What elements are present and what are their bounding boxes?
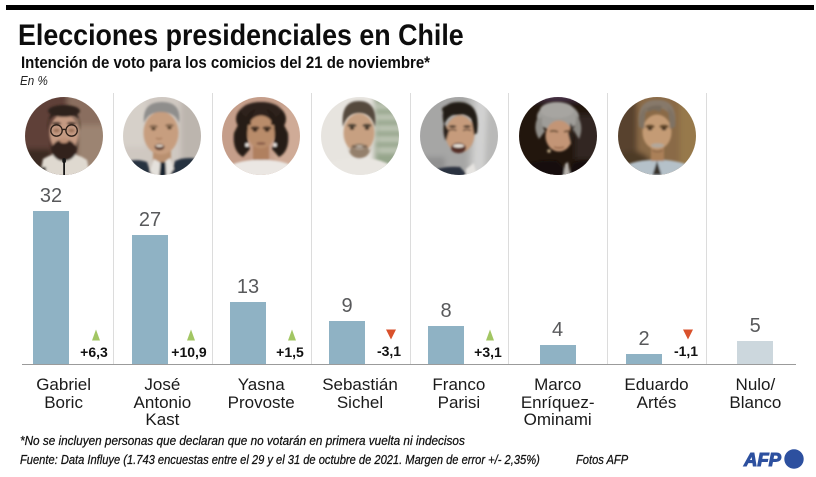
svg-text:AFP: AFP <box>743 449 782 470</box>
